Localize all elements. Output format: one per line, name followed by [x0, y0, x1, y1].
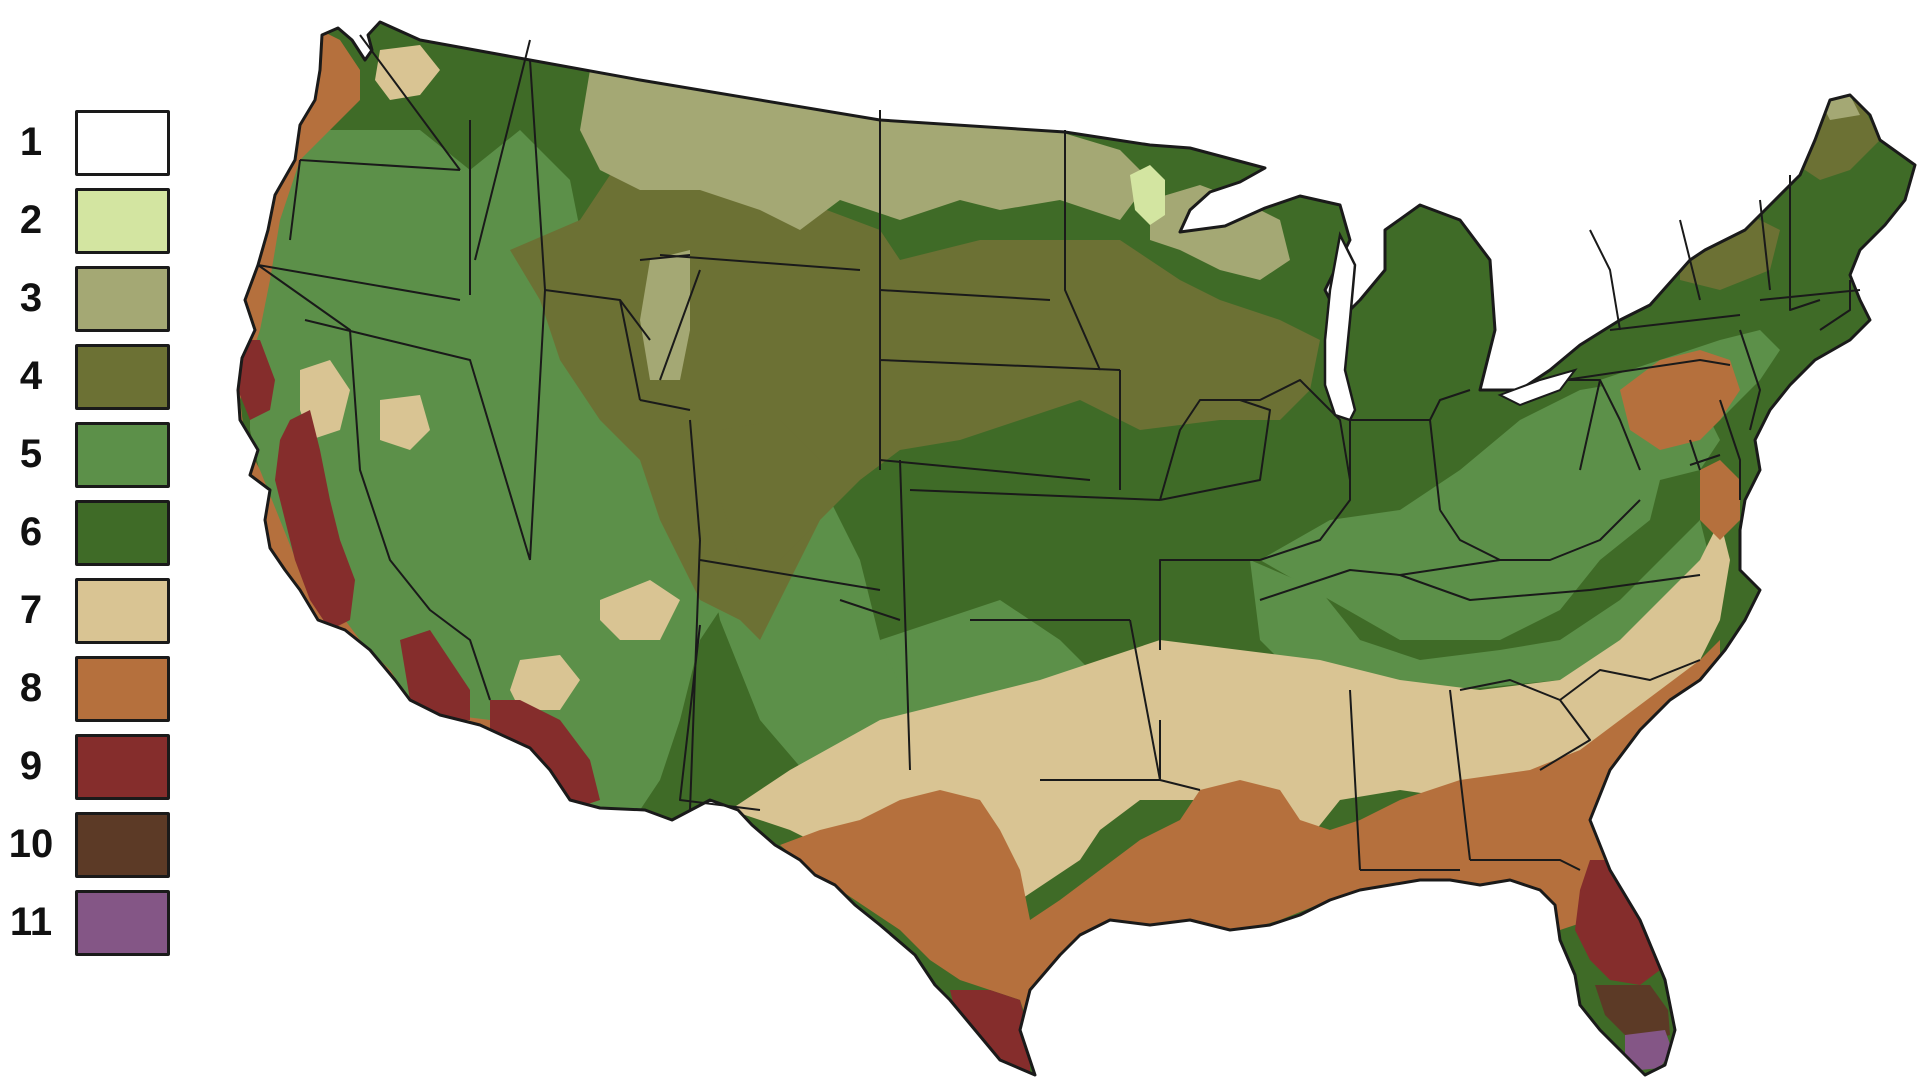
- legend-item-zone-3: 3: [0, 264, 180, 334]
- legend-label: 5: [19, 432, 43, 476]
- zone-region: [780, 640, 1720, 1030]
- legend-swatch: [75, 188, 170, 254]
- state-border: [1564, 175, 1861, 500]
- legend-label: 6: [19, 510, 43, 554]
- legend-item-zone-8: 8: [0, 654, 180, 724]
- legend-swatch: [75, 656, 170, 722]
- legend-swatch: [75, 344, 170, 410]
- legend-swatch: [75, 734, 170, 800]
- legend-item-zone-11: 11: [0, 888, 180, 958]
- legend-swatch: [75, 578, 170, 644]
- zone-region: [400, 630, 470, 720]
- legend-item-zone-6: 6: [0, 498, 180, 568]
- legend-label: 9: [19, 744, 43, 788]
- legend-label: 8: [19, 666, 43, 710]
- legend-label: 4: [19, 354, 43, 398]
- zone-region: [600, 580, 680, 640]
- state-border: [1159, 379, 1701, 871]
- legend-label: 10: [8, 822, 54, 866]
- zone-region: [950, 990, 1030, 1075]
- zone-region: [238, 340, 275, 420]
- legend-item-zone-1: 1: [0, 108, 180, 178]
- lake-erie: [1497, 368, 1578, 407]
- zone-region: [640, 250, 690, 380]
- zone-region: [1575, 860, 1660, 985]
- legend-swatch: [75, 812, 170, 878]
- state-border: [257, 34, 491, 701]
- legend-item-zone-4: 4: [0, 342, 180, 412]
- zone-region: [380, 395, 430, 450]
- lake-michigan: [1323, 231, 1357, 422]
- legend-swatch: [75, 266, 170, 332]
- legend-swatch: [75, 500, 170, 566]
- zone-region: [720, 420, 820, 560]
- legend-item-zone-7: 7: [0, 576, 180, 646]
- legend-label: 3: [19, 276, 43, 320]
- zone-region: [1620, 350, 1740, 450]
- legend-label: 1: [19, 120, 43, 164]
- zone-region: [1595, 985, 1670, 1040]
- zone-region: [1700, 460, 1740, 540]
- zone-region: [490, 700, 600, 810]
- legend-label: 7: [19, 588, 43, 632]
- hardiness-zone-map: [180, 0, 1920, 1088]
- legend-swatch: [75, 110, 170, 176]
- legend-swatch: [75, 890, 170, 956]
- legend-label: 11: [9, 900, 53, 944]
- legend-item-zone-10: 10: [0, 810, 180, 880]
- legend-label: 2: [19, 198, 43, 242]
- zone-region: [580, 70, 1150, 230]
- legend-swatch: [75, 422, 170, 488]
- zone-region: [250, 130, 740, 810]
- zone-region: [375, 45, 440, 100]
- legend-item-zone-2: 2: [0, 186, 180, 256]
- zone-region: [510, 160, 1320, 640]
- legend-item-zone-9: 9: [0, 732, 180, 802]
- zone-region: [275, 410, 355, 630]
- state-border: [257, 39, 1260, 811]
- zone-region: [1625, 1030, 1672, 1070]
- zone-region: [1130, 165, 1165, 225]
- zone-region: [510, 655, 580, 710]
- state-boundaries: [257, 34, 1861, 871]
- zone-region: [1250, 520, 1720, 690]
- legend-item-zone-5: 5: [0, 420, 180, 490]
- us-outline: [236, 20, 1917, 1077]
